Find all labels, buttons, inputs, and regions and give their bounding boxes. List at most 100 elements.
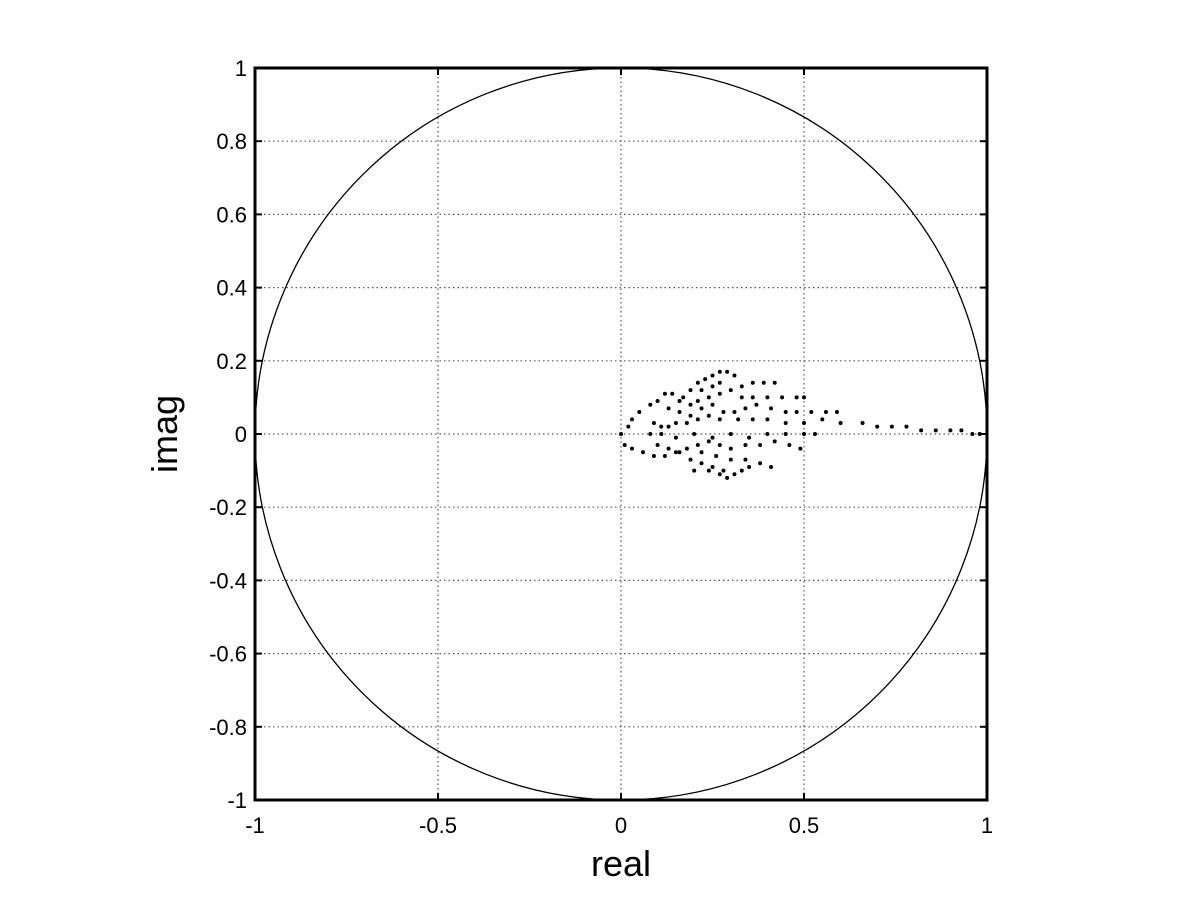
data-point (648, 402, 653, 407)
data-point (670, 391, 675, 396)
data-point (684, 446, 689, 451)
data-point (673, 450, 678, 455)
data-point (666, 446, 671, 451)
data-point (736, 417, 741, 422)
data-point (714, 453, 719, 458)
data-point (695, 380, 700, 385)
data-point (695, 399, 700, 404)
data-point (659, 424, 664, 429)
data-point (648, 432, 653, 436)
data-point (948, 428, 953, 433)
data-point (699, 461, 704, 466)
x-tick-label: 0 (615, 813, 627, 838)
data-point (761, 380, 766, 385)
y-tick-label: 0.4 (216, 276, 247, 301)
data-point (739, 468, 744, 473)
data-point (703, 377, 708, 382)
data-point (959, 428, 964, 433)
data-point (699, 388, 704, 393)
data-point (637, 410, 642, 415)
data-point (823, 410, 828, 415)
data-point (783, 410, 788, 415)
data-point (710, 373, 715, 378)
data-point (662, 453, 667, 458)
x-tick-label: -0.5 (419, 813, 457, 838)
data-point (758, 461, 763, 466)
data-point (919, 428, 924, 433)
data-point (684, 421, 689, 426)
y-tick-label: -0.4 (209, 568, 247, 593)
data-point (619, 432, 623, 436)
data-point (651, 421, 656, 426)
data-point (875, 424, 880, 429)
data-point (758, 442, 763, 447)
data-point (666, 406, 671, 411)
data-point (728, 457, 733, 462)
data-point (750, 380, 755, 385)
data-point (743, 457, 748, 462)
data-point (732, 373, 737, 378)
data-point (728, 446, 733, 451)
data-point (717, 472, 722, 477)
data-point (721, 468, 726, 473)
data-point (860, 421, 865, 426)
data-point (732, 472, 737, 477)
data-point (787, 442, 792, 447)
data-point (933, 428, 938, 433)
data-point (732, 410, 737, 415)
data-point (710, 384, 715, 389)
data-point (765, 432, 770, 436)
data-point (717, 391, 722, 396)
data-point (794, 410, 799, 415)
data-point (739, 395, 744, 400)
data-point (750, 395, 755, 400)
data-point (677, 410, 682, 415)
data-point (622, 442, 627, 447)
data-point (739, 384, 744, 389)
data-point (772, 439, 777, 444)
y-axis-label: imag (144, 395, 185, 473)
data-point (688, 457, 693, 462)
data-point (629, 417, 634, 422)
x-axis-label: real (591, 843, 651, 884)
plot-frame (253, 66, 989, 802)
data-point (681, 395, 686, 400)
data-point (695, 442, 700, 447)
x-tick-label: 0.5 (789, 813, 820, 838)
data-point (769, 464, 774, 469)
data-point (717, 369, 722, 374)
data-point (662, 391, 667, 396)
data-point (655, 399, 660, 404)
data-point (743, 406, 748, 411)
y-tick-label: 1 (235, 56, 247, 81)
data-point (728, 432, 733, 436)
data-point (783, 421, 788, 426)
data-points (619, 369, 982, 480)
data-point (802, 421, 806, 426)
data-point (717, 442, 722, 447)
data-point (626, 424, 631, 429)
data-point (677, 399, 682, 404)
data-point (769, 406, 774, 411)
data-point (706, 439, 711, 444)
data-point (717, 417, 722, 422)
data-point (706, 395, 711, 400)
data-point (673, 435, 678, 440)
data-point (688, 402, 693, 407)
data-point (728, 388, 733, 393)
data-point (710, 464, 715, 469)
data-point (970, 432, 975, 436)
data-point (629, 446, 634, 451)
data-point (812, 432, 817, 436)
data-point (802, 432, 806, 436)
data-point (750, 417, 755, 422)
data-point (717, 380, 722, 385)
data-point (802, 395, 806, 400)
data-point (692, 432, 697, 436)
data-point (743, 442, 748, 447)
data-point (904, 424, 909, 429)
data-point (688, 413, 693, 418)
x-tick-label: -1 (245, 813, 265, 838)
data-point (794, 395, 799, 400)
